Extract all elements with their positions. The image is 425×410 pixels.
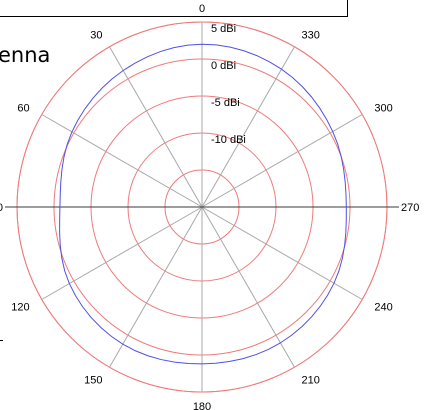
grid-spoke: [201, 206, 363, 300]
stray-mark: [0, 340, 3, 341]
grid-spoke: [41, 114, 203, 208]
angle-tick-label: 0: [199, 3, 205, 15]
angle-tick-label: 330: [302, 30, 320, 42]
angle-tick-label: 60: [17, 103, 29, 115]
angle-tick-label: 240: [374, 302, 392, 314]
angle-tick-label: 150: [84, 374, 102, 386]
series-layer: [59, 43, 347, 365]
radial-tick-labels: -10 dBi -5 dBi 0 dBi 5 dBi: [211, 23, 246, 146]
angle-tick-label: 120: [11, 302, 29, 314]
grid-spoke: [109, 206, 203, 368]
angle-tick-label: 300: [374, 103, 392, 115]
angle-tick-label: 210: [302, 374, 320, 386]
radial-tick-label: 5 dBi: [211, 23, 236, 35]
grid-spoke: [41, 206, 203, 300]
angle-tick-label: 270: [401, 202, 419, 214]
radial-tick-label: 0 dBi: [211, 60, 236, 72]
radial-tick-label: -10 dBi: [211, 134, 246, 146]
grid-spokes: [5, 22, 399, 392]
grid-spoke: [109, 46, 203, 208]
angle-tick-label: 90: [0, 202, 3, 214]
angle-tick-labels: 0 30 60 90 120 150 180 210 240 270 300 330: [0, 3, 419, 410]
radial-tick-label: -5 dBi: [211, 97, 240, 109]
angle-tick-label: 30: [90, 30, 102, 42]
grid-spoke: [201, 114, 363, 208]
grid-spoke: [201, 206, 295, 368]
caption-box: [0, 0, 348, 17]
angle-tick-label: 180: [193, 401, 211, 410]
grid-spoke: [201, 46, 295, 208]
series-line: [59, 43, 347, 365]
caption-text: enna: [0, 43, 51, 67]
